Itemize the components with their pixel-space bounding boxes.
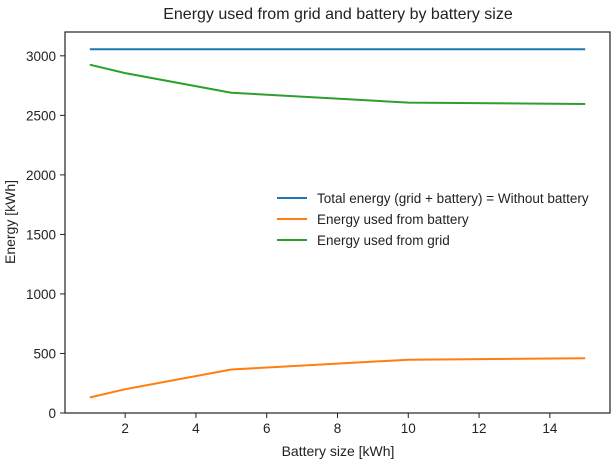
legend-label-1: Total energy (grid + battery) = Without … (317, 191, 589, 206)
legend-label-2: Energy used from battery (317, 212, 469, 227)
x-tick-label: 6 (263, 421, 271, 436)
y-tick-label: 1500 (26, 227, 56, 242)
x-tick-label: 2 (121, 421, 129, 436)
x-tick-label: 8 (334, 421, 342, 436)
x-tick-label: 12 (472, 421, 487, 436)
series-line-3 (89, 63, 586, 105)
x-axis: 2 4 6 8 10 12 14 (121, 413, 558, 436)
series-lines (89, 48, 586, 399)
x-tick-label: 4 (192, 421, 200, 436)
chart-title: Energy used from grid and battery by bat… (163, 6, 513, 23)
x-tick-label: 10 (401, 421, 416, 436)
y-axis-label: Energy [kWh] (2, 180, 18, 264)
x-tick-label: 14 (542, 421, 558, 436)
y-tick-label: 500 (33, 346, 56, 361)
y-axis: 0 500 1000 1500 2000 2500 3000 (26, 49, 65, 421)
y-tick-label: 2000 (26, 168, 56, 183)
legend-label-3: Energy used from grid (317, 233, 450, 248)
legend: Total energy (grid + battery) = Without … (277, 191, 589, 248)
series-line-2 (89, 357, 586, 399)
y-tick-label: 3000 (26, 49, 56, 64)
y-tick-label: 2500 (26, 108, 56, 123)
y-tick-label: 0 (48, 406, 56, 421)
x-axis-label: Battery size [kWh] (282, 443, 395, 459)
y-tick-label: 1000 (26, 287, 56, 302)
